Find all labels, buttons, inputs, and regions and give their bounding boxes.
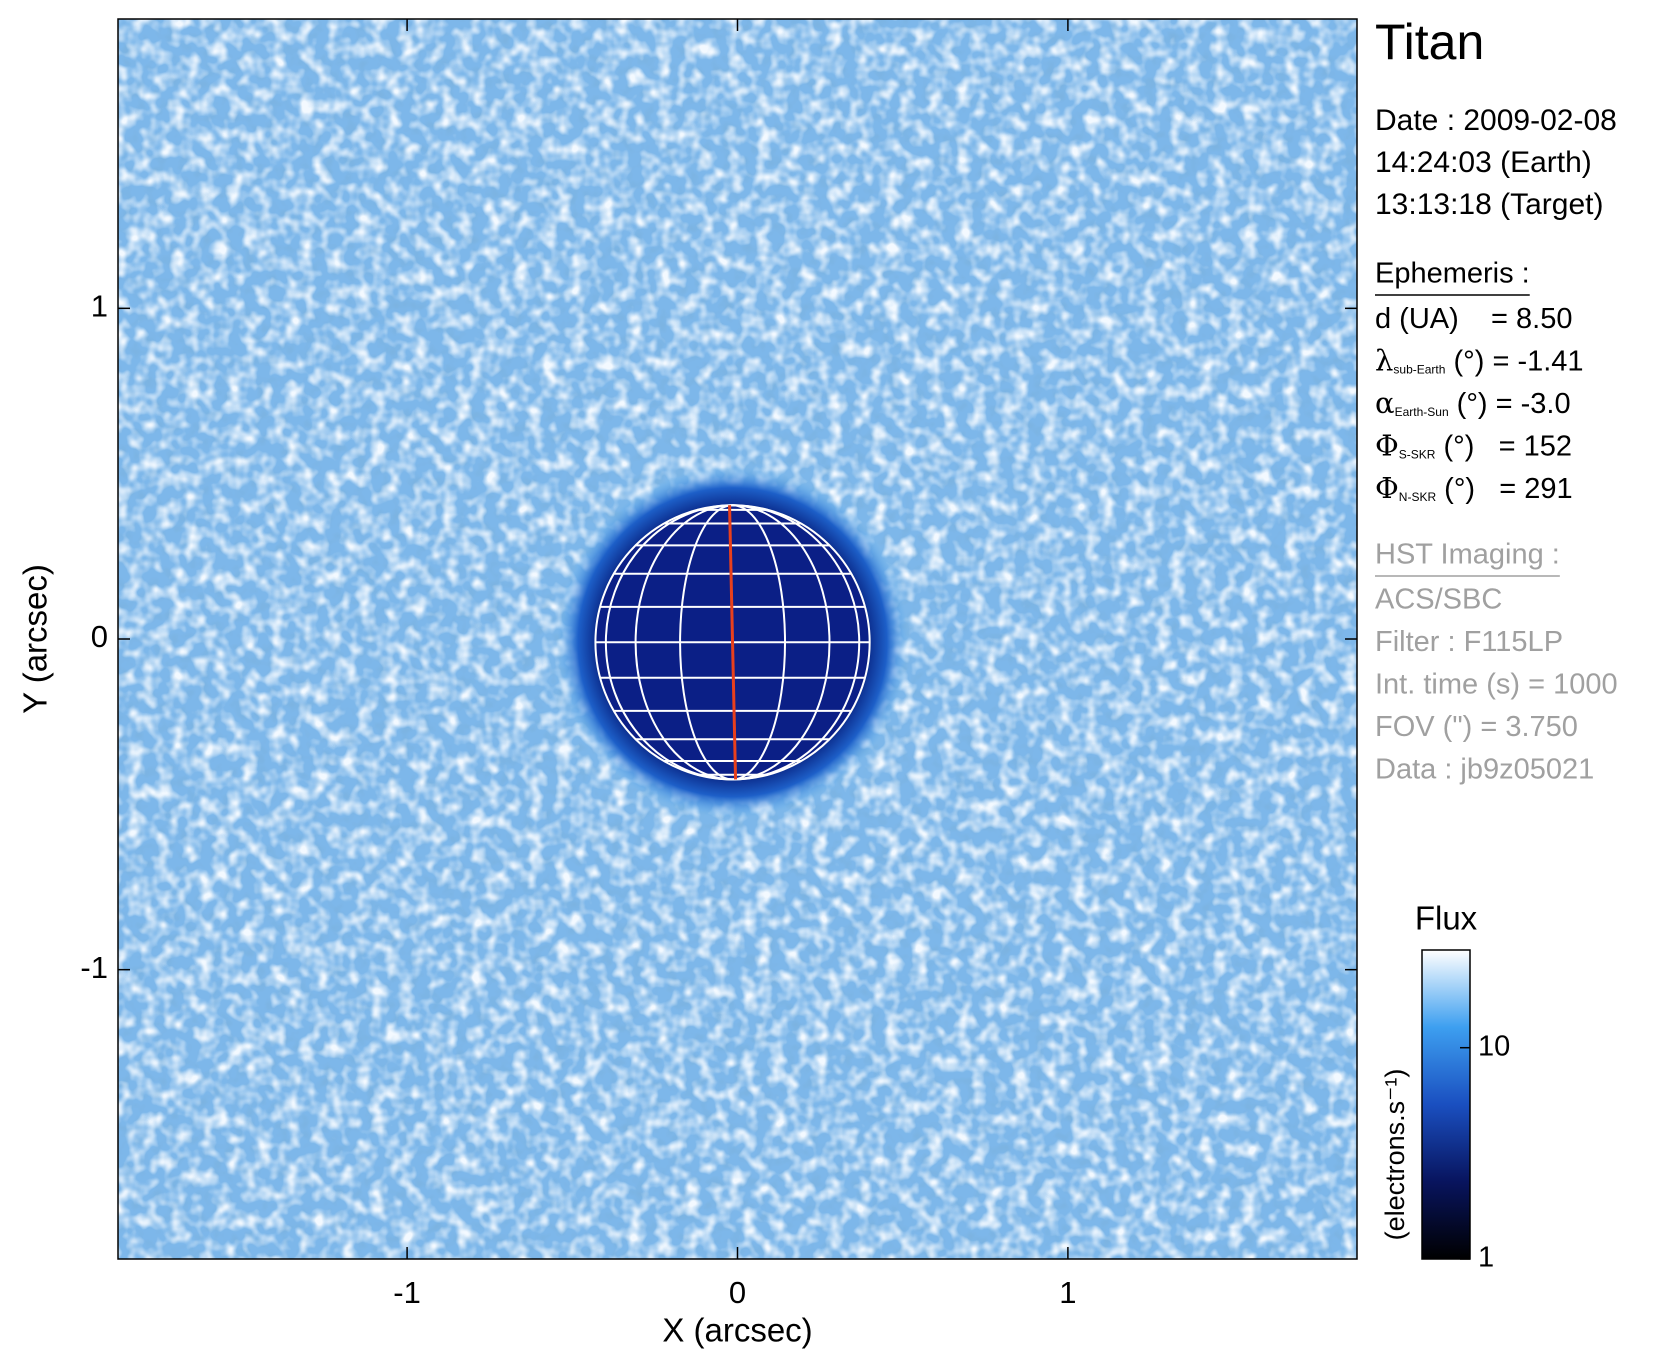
y-tick-label: 1: [91, 289, 108, 324]
imaging-line: ACS/SBC: [1375, 584, 1502, 616]
y-axis-label: Y (arcsec): [17, 564, 54, 714]
row-text: d (UA) = 8.50: [1375, 303, 1572, 335]
ephemeris-row: d (UA) = 8.50: [1375, 303, 1572, 335]
x-tick-label: -1: [393, 1275, 421, 1310]
subscript: Earth-Sun: [1395, 405, 1449, 419]
subscript: N-SKR: [1399, 490, 1437, 504]
subscript: sub-Earth: [1393, 363, 1445, 377]
colorbar-tick-label: 10: [1478, 1030, 1510, 1062]
ephemeris-row: αEarth-Sun (°) = -3.0: [1375, 386, 1571, 420]
imaging-title: HST Imaging :: [1375, 539, 1560, 571]
ephemeris-row: λsub-Earth (°) = -1.41: [1375, 344, 1584, 378]
imaging-line: Data : jb9z05021: [1375, 754, 1594, 786]
x-tick-label: 0: [729, 1275, 746, 1310]
symbol: Φ: [1375, 429, 1399, 463]
date-line: 14:24:03 (Earth): [1375, 146, 1592, 179]
image: [118, 19, 1357, 1259]
globe-grid: [594, 504, 871, 781]
subscript: S-SKR: [1399, 448, 1436, 462]
symbol: λ: [1375, 344, 1393, 378]
ephemeris-row: ΦN-SKR (°) = 291: [1375, 471, 1573, 505]
imaging-line: Int. time (s) = 1000: [1375, 669, 1618, 701]
colorbar-label: (electrons.s⁻¹): [1380, 1069, 1410, 1241]
symbol: α: [1375, 386, 1395, 420]
ephemeris-row: ΦS-SKR (°) = 152: [1375, 429, 1572, 463]
central-meridian: [728, 505, 738, 780]
row-text: (°) = -1.41: [1445, 345, 1583, 377]
row-text: (°) = -3.0: [1449, 388, 1571, 420]
y-tick-label: -1: [80, 950, 108, 985]
y-tick-label: 0: [91, 619, 108, 654]
x-axis-label: X (arcsec): [662, 1312, 812, 1349]
colorbar-tick-label: 1: [1478, 1242, 1494, 1274]
symbol: Φ: [1375, 471, 1399, 505]
x-tick-label: 1: [1059, 1275, 1076, 1310]
limb: [594, 504, 871, 781]
row-text: (°) = 152: [1435, 430, 1572, 462]
title: Titan: [1375, 14, 1484, 70]
date-line: 13:13:18 (Target): [1375, 188, 1603, 221]
ephemeris-title: Ephemeris :: [1375, 258, 1530, 290]
colorbar: [1421, 949, 1471, 1260]
imaging-line: Filter : F115LP: [1375, 626, 1563, 658]
colorbar-title: Flux: [1415, 900, 1478, 937]
imaging-line: FOV (") = 3.750: [1375, 711, 1578, 743]
date-line: Date : 2009-02-08: [1375, 104, 1617, 137]
row-text: (°) = 291: [1436, 473, 1573, 505]
